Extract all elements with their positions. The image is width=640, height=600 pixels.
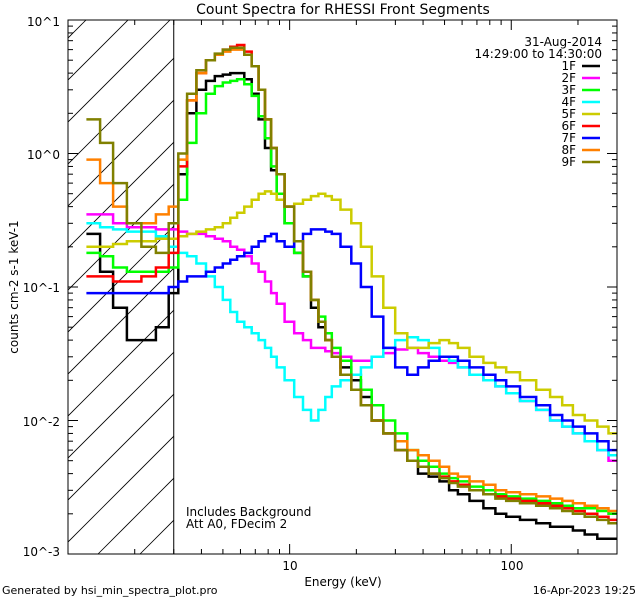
hatch-line [68, 20, 129, 81]
hatch-line [68, 435, 174, 543]
annotation-background: Includes Background [186, 505, 311, 519]
hatch-line [68, 20, 87, 39]
hatch-line [68, 393, 174, 501]
series-8F [86, 48, 617, 513]
series-6F [86, 43, 617, 522]
x-axis-label: Energy (keV) [304, 575, 381, 589]
hatch-lines [68, 0, 640, 554]
hatch-line [68, 351, 174, 459]
hatch-line [68, 99, 174, 207]
hatch-line [602, 0, 640, 554]
legend-label-9F: 9F [561, 155, 576, 169]
series-5F [86, 190, 617, 435]
hatch-line [476, 0, 640, 554]
y-tick-label-3: 10^-1 [23, 281, 60, 295]
footer-generated-by: Generated by hsi_min_spectra_plot.pro [2, 584, 218, 597]
date-label: 31-Aug-2014 [524, 35, 602, 49]
legend-label-1F: 1F [561, 59, 576, 73]
series-1F [86, 71, 617, 541]
footer-timestamp: 16-Apr-2023 19:25 [533, 584, 636, 597]
y-tick-label-2: 10^0 [27, 148, 60, 162]
series-9F [86, 46, 617, 525]
series-3F [86, 77, 617, 516]
x-tick-label-10: 10 [282, 559, 297, 573]
time-range-label: 14:29:00 to 14:30:00 [475, 47, 602, 61]
legend-label-4F: 4F [561, 95, 576, 109]
legend-label-5F: 5F [561, 107, 576, 121]
y-tick-label-1: 10^1 [27, 15, 60, 29]
y-tick-label-4: 10^-2 [23, 415, 60, 429]
hatch-line [350, 0, 640, 554]
hatch-line [434, 0, 640, 554]
x-tick-label-100: 100 [501, 559, 524, 573]
hatch-line [224, 0, 640, 554]
hatch-line [68, 183, 174, 291]
legend-label-2F: 2F [561, 71, 576, 85]
hatch-line [68, 20, 171, 123]
y-tick-labels: 10^1 10^0 10^-1 10^-2 10^-3 [23, 15, 60, 559]
hatch-line [68, 225, 174, 333]
series-layer [86, 43, 617, 541]
legend-label-3F: 3F [561, 83, 576, 97]
legend-label-8F: 8F [561, 143, 576, 157]
y-axis-label: counts cm-2 s-1 keV-1 [7, 220, 21, 353]
hatch-line [518, 0, 640, 554]
y-tick-label-5: 10^-3 [23, 545, 60, 559]
axis-ticks [67, 19, 618, 555]
plot-frame [67, 19, 618, 555]
hatch-line [266, 0, 640, 554]
series-7F [86, 228, 617, 452]
series-4F [86, 222, 617, 457]
hatch-line [308, 0, 640, 554]
legend-label-7F: 7F [561, 131, 576, 145]
annotation-attenuator: Att A0, FDecim 2 [186, 517, 287, 531]
series-2F [86, 213, 617, 462]
chart-title: Count Spectra for RHESSI Front Segments [196, 2, 490, 18]
legend-label-6F: 6F [561, 119, 576, 133]
